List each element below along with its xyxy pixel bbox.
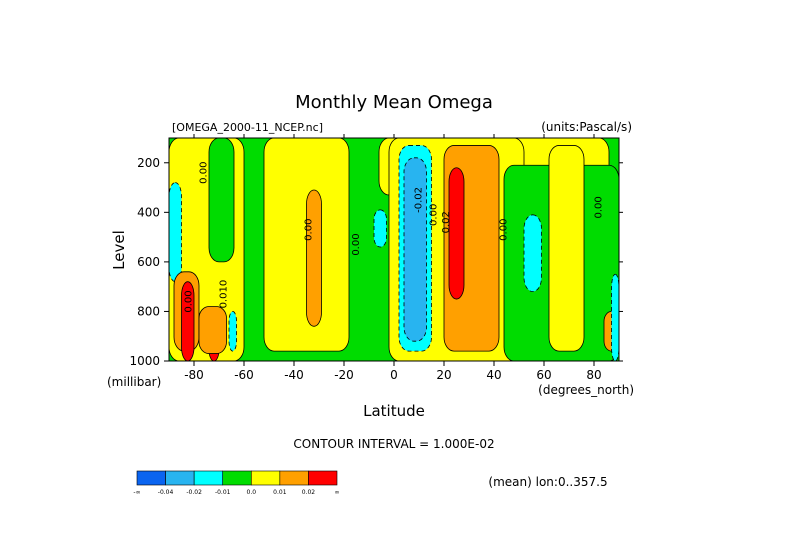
colorbar-label-2: -0.02 <box>186 489 202 496</box>
colorbar-swatch-0 <box>136 470 166 486</box>
colorbar: -∞ -0.04 -0.02 -0.01 0.0 0.01 0.02 ∞ <box>133 470 340 496</box>
x-unit-label: (degrees_north) <box>538 383 634 397</box>
y-axis-title: Level <box>110 230 128 270</box>
y-tick-label-1: 400 <box>137 205 160 219</box>
contour-region-12 <box>548 145 585 352</box>
colorbar-swatch-5 <box>279 470 309 486</box>
mean-label: (mean) lon:0..357.5 <box>488 475 607 489</box>
contour-label-0: 0.00 <box>199 162 210 184</box>
colorbar-swatch-3 <box>222 470 252 486</box>
colorbar-swatch-2 <box>193 470 224 486</box>
x-tick-label-2: -40 <box>284 368 304 382</box>
contour-region-15 <box>168 182 182 283</box>
contour-label-4: 0.010 <box>219 280 230 309</box>
colorbar-label-5: 0.01 <box>273 489 287 496</box>
contour-label-6: 0.00 <box>429 204 440 226</box>
colorbar-swatch-1 <box>165 470 195 486</box>
contour-region-19 <box>198 306 227 354</box>
contour-region-4 <box>306 189 322 327</box>
contour-label-9: 0.00 <box>594 196 605 218</box>
contour-region-14 <box>373 209 387 248</box>
colorbar-swatch-6 <box>308 470 338 486</box>
colorbar-swatch-4 <box>250 470 281 486</box>
y-unit-label: (millibar) <box>107 375 161 389</box>
colorbar-label-0: -∞ <box>133 489 140 496</box>
colorbar-label-7: ∞ <box>335 489 340 496</box>
y-tick-label-4: 1000 <box>129 354 160 368</box>
contour-label-layer: 0.000.000.000.00 0.010-0.020.00 0.02 0.000.… <box>184 162 605 313</box>
colorbar-label-1: -0.04 <box>158 489 174 496</box>
y-tick-label-3: 800 <box>137 304 160 318</box>
colorbar-label-6: 0.02 <box>302 489 316 496</box>
contour-label-1: 0.00 <box>304 219 315 241</box>
contour-region-11 <box>448 167 465 300</box>
x-tick-label-4: 0 <box>390 368 398 382</box>
contour-region-9 <box>403 157 427 342</box>
contour-interval-label: CONTOUR INTERVAL = 1.000E-02 <box>293 437 494 451</box>
x-tick-label-1: -60 <box>234 368 254 382</box>
colorbar-label-3: -0.01 <box>215 489 231 496</box>
x-tick-label-6: 40 <box>486 368 501 382</box>
contour-fill-layer <box>168 137 620 362</box>
contour-label-5: -0.02 <box>414 187 425 213</box>
contour-region-2 <box>208 137 235 263</box>
x-tick-label-3: -20 <box>334 368 354 382</box>
contour-label-8: 0.00 <box>499 219 510 241</box>
contour-region-13 <box>523 214 542 293</box>
axes: -80 -60 -40 -20 0 20 40 60 80 200 400 600 800 1000 <box>129 134 623 382</box>
contour-label-3: 0.00 <box>184 290 195 312</box>
colorbar-label-4: 0.0 <box>247 489 257 496</box>
dataset-label: [OMEGA_2000-11_NCEP.nc] <box>172 121 323 134</box>
y-tick-label-0: 200 <box>137 156 160 170</box>
contour-region-22 <box>611 273 620 362</box>
contour-label-7: 0.02 <box>441 211 452 233</box>
x-tick-label-0: -80 <box>184 368 204 382</box>
y-tick-label-2: 600 <box>137 255 160 269</box>
units-label: (units:Pascal/s) <box>541 120 632 134</box>
x-tick-label-7: 60 <box>536 368 551 382</box>
contour-label-2: 0.00 <box>351 233 362 255</box>
contour-region-20 <box>228 311 237 352</box>
x-tick-label-8: 80 <box>586 368 601 382</box>
x-axis-title: Latitude <box>363 402 425 420</box>
x-tick-label-5: 20 <box>436 368 451 382</box>
chart-title: Monthly Mean Omega <box>295 92 493 113</box>
